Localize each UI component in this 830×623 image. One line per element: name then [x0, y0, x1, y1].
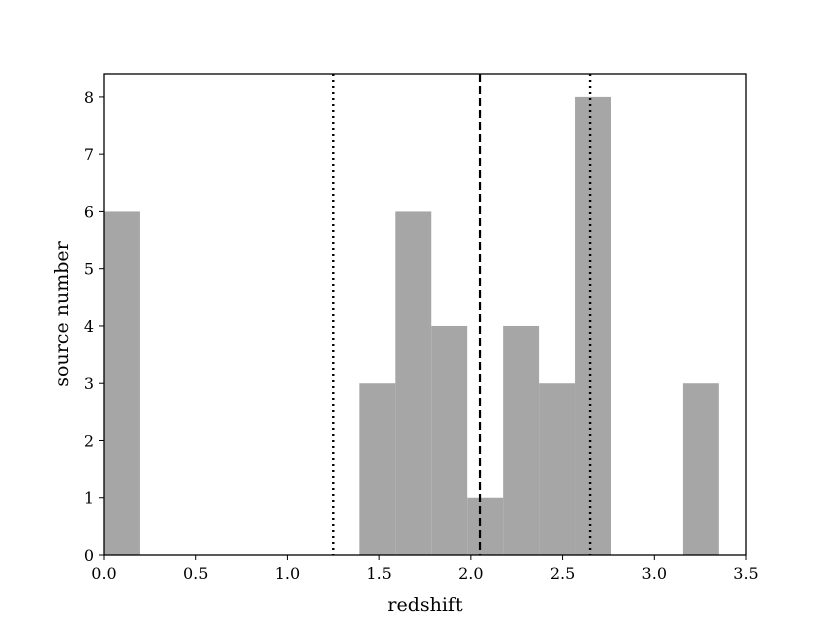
x-axis-ticks: 0.0 0.5 1.0 1.5 2.0 2.5 3.0 3.5	[91, 555, 759, 583]
histogram-bar-4	[467, 497, 504, 555]
histogram-bar-7	[575, 96, 611, 556]
histogram-bars	[104, 96, 719, 556]
x-tick-label: 3.5	[733, 564, 758, 583]
y-tick-label: 5	[84, 260, 94, 279]
y-tick-label: 4	[84, 317, 94, 336]
histogram-bar-2	[395, 211, 432, 555]
y-tick-label: 3	[84, 374, 94, 393]
x-tick-label: 2.0	[458, 564, 483, 583]
y-tick-label: 6	[84, 202, 94, 221]
y-tick-label: 7	[84, 145, 94, 164]
plot-frame	[103, 73, 747, 556]
y-axis-ticks: 0 1 2 3 4 5 6 7 8	[84, 88, 104, 565]
x-tick-label: 0.0	[91, 564, 116, 583]
x-tick-label: 1.0	[275, 564, 300, 583]
x-tick-label: 1.5	[366, 564, 391, 583]
y-tick-label: 0	[84, 546, 94, 565]
histogram-bar-8	[682, 383, 719, 555]
histogram-bar-5	[503, 325, 540, 555]
y-tick-label: 8	[84, 88, 94, 107]
x-axis-label: redshift	[387, 594, 463, 616]
x-tick-label: 0.5	[183, 564, 208, 583]
x-tick-label: 3.0	[642, 564, 667, 583]
reference-lines	[332, 74, 592, 555]
y-axis-label: source number	[51, 240, 73, 386]
histogram-bar-1	[359, 383, 396, 555]
y-tick-label: 1	[84, 489, 94, 508]
x-tick-label: 2.5	[550, 564, 575, 583]
histogram-bar-6	[539, 383, 576, 555]
y-tick-label: 2	[84, 431, 94, 450]
histogram-bar-0	[104, 211, 140, 555]
histogram-bar-3	[431, 325, 468, 555]
